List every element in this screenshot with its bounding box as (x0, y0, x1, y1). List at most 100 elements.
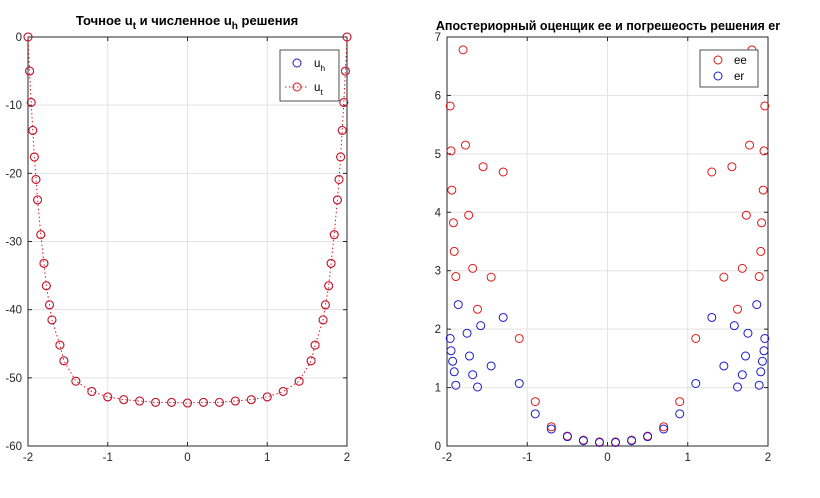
right-point-ee-26 (733, 304, 743, 314)
right-point-er-37 (752, 300, 762, 310)
right-point-ee-36 (745, 140, 755, 150)
right-legend-marker-er (713, 71, 723, 81)
left-point-ut-19 (151, 397, 161, 407)
right-point-er-17 (578, 436, 588, 446)
right-point-er-27 (756, 367, 766, 377)
right-ytick-label-4: 4 (435, 207, 442, 219)
left-point-ut-0 (23, 32, 33, 42)
left-point-ut-7 (36, 230, 46, 240)
left-xtick-label-4: 2 (344, 452, 350, 464)
right-legend-marker-ee (713, 55, 723, 65)
right-ytick-label-5: 5 (435, 149, 441, 161)
right-point-ee-16 (546, 422, 556, 432)
left-legend-label-uh: uh (314, 58, 325, 73)
right-point-ee-9 (449, 246, 459, 256)
right-point-er-18 (594, 437, 604, 447)
right-point-er-28 (737, 370, 747, 380)
left-point-ut-2 (26, 97, 36, 107)
right-point-er-9 (468, 370, 478, 380)
right-point-ee-34 (727, 162, 737, 172)
left-point-ut-12 (55, 340, 65, 350)
right-point-ee-3 (460, 140, 470, 150)
left-chart-title: Точное ut и численное uh решения (76, 13, 298, 32)
right-point-er-8 (448, 356, 458, 366)
right-point-ee-15 (530, 397, 540, 407)
right-point-er-3 (476, 321, 486, 331)
right-chart: Апостериорный оценщик ee и погрешеость р… (435, 19, 781, 464)
left-ytick-label-1: -10 (5, 100, 22, 112)
right-point-er-1 (498, 312, 508, 322)
left-point-ut-37 (334, 174, 344, 184)
right-point-er-34 (729, 321, 739, 331)
right-point-er-33 (760, 333, 770, 343)
right-ytick-label-0: 0 (435, 441, 441, 453)
right-ytick-label-1: 1 (435, 383, 441, 395)
right-xtick-label-3: 1 (685, 452, 691, 464)
right-point-er-22 (659, 424, 669, 434)
left-xtick-label-2: 0 (184, 452, 190, 464)
left-legend-marker-uh (292, 58, 302, 68)
right-xtick-label-0: -2 (442, 452, 452, 464)
right-point-ee-7 (448, 218, 458, 228)
left-ytick-label-2: -20 (5, 168, 22, 180)
right-point-ee-6 (498, 167, 508, 177)
right-point-ee-28 (754, 272, 764, 282)
left-point-ut-15 (87, 386, 97, 396)
left-legend-box (279, 49, 340, 102)
left-series-layer (23, 32, 352, 408)
right-legend-label-ee: ee (734, 55, 747, 67)
right-legend: ee er (699, 49, 759, 88)
left-chart: Точное ut и численное uh решения -2 -1 0 1 2… (5, 13, 352, 464)
left-point-ut-24 (230, 396, 240, 406)
left-point-ut-5 (31, 174, 41, 184)
left-point-ut-3 (28, 125, 38, 135)
right-point-er-32 (741, 351, 751, 361)
left-point-ut-1 (25, 66, 35, 76)
left-point-ut-14 (71, 376, 81, 386)
right-point-er-23 (675, 409, 685, 419)
right-ytick-label-7: 7 (435, 32, 441, 44)
right-point-er-5 (464, 351, 474, 361)
right-point-er-0 (453, 300, 463, 310)
left-point-ut-18 (135, 396, 145, 406)
right-point-ee-29 (737, 263, 747, 273)
right-ytick-label-6: 6 (435, 90, 441, 102)
left-point-ut-33 (324, 281, 334, 291)
left-point-ut-40 (339, 97, 349, 107)
right-point-ee-8 (464, 210, 474, 220)
right-point-er-31 (759, 346, 769, 356)
left-point-ut-16 (103, 392, 113, 402)
right-point-ee-11 (451, 272, 461, 282)
right-point-ee-30 (756, 246, 766, 256)
left-ytick-label-0: 0 (16, 32, 22, 44)
left-point-ut-32 (320, 300, 330, 310)
right-point-ee-32 (757, 218, 767, 228)
right-point-ee-27 (719, 272, 729, 282)
right-point-ee-1 (445, 101, 455, 111)
right-point-ee-25 (691, 333, 701, 343)
left-xtick-label-1: -1 (103, 452, 113, 464)
right-point-ee-5 (478, 162, 488, 172)
left-point-ut-28 (294, 376, 304, 386)
right-point-er-4 (445, 333, 455, 343)
right-point-er-13 (472, 382, 482, 392)
right-point-er-15 (546, 424, 556, 434)
left-xtick-label-0: -2 (23, 452, 33, 464)
left-legend-label-ut-main: u (314, 82, 320, 94)
right-legend-label-er: er (734, 71, 744, 83)
left-ytick-label-5: -50 (5, 373, 22, 385)
right-point-er-36 (707, 312, 717, 322)
right-ytick-label-2: 2 (435, 324, 441, 336)
right-point-er-26 (691, 378, 701, 388)
left-ytick-label-3: -30 (5, 237, 22, 249)
left-point-ut-27 (278, 386, 288, 396)
right-point-er-16 (562, 432, 572, 442)
left-point-ut-41 (340, 66, 350, 76)
left-legend-label-uh-sub: h (320, 63, 325, 73)
left-point-ut-8 (39, 258, 49, 268)
right-point-er-29 (757, 356, 767, 366)
left-point-ut-17 (119, 395, 129, 405)
right-point-er-19 (611, 437, 621, 447)
